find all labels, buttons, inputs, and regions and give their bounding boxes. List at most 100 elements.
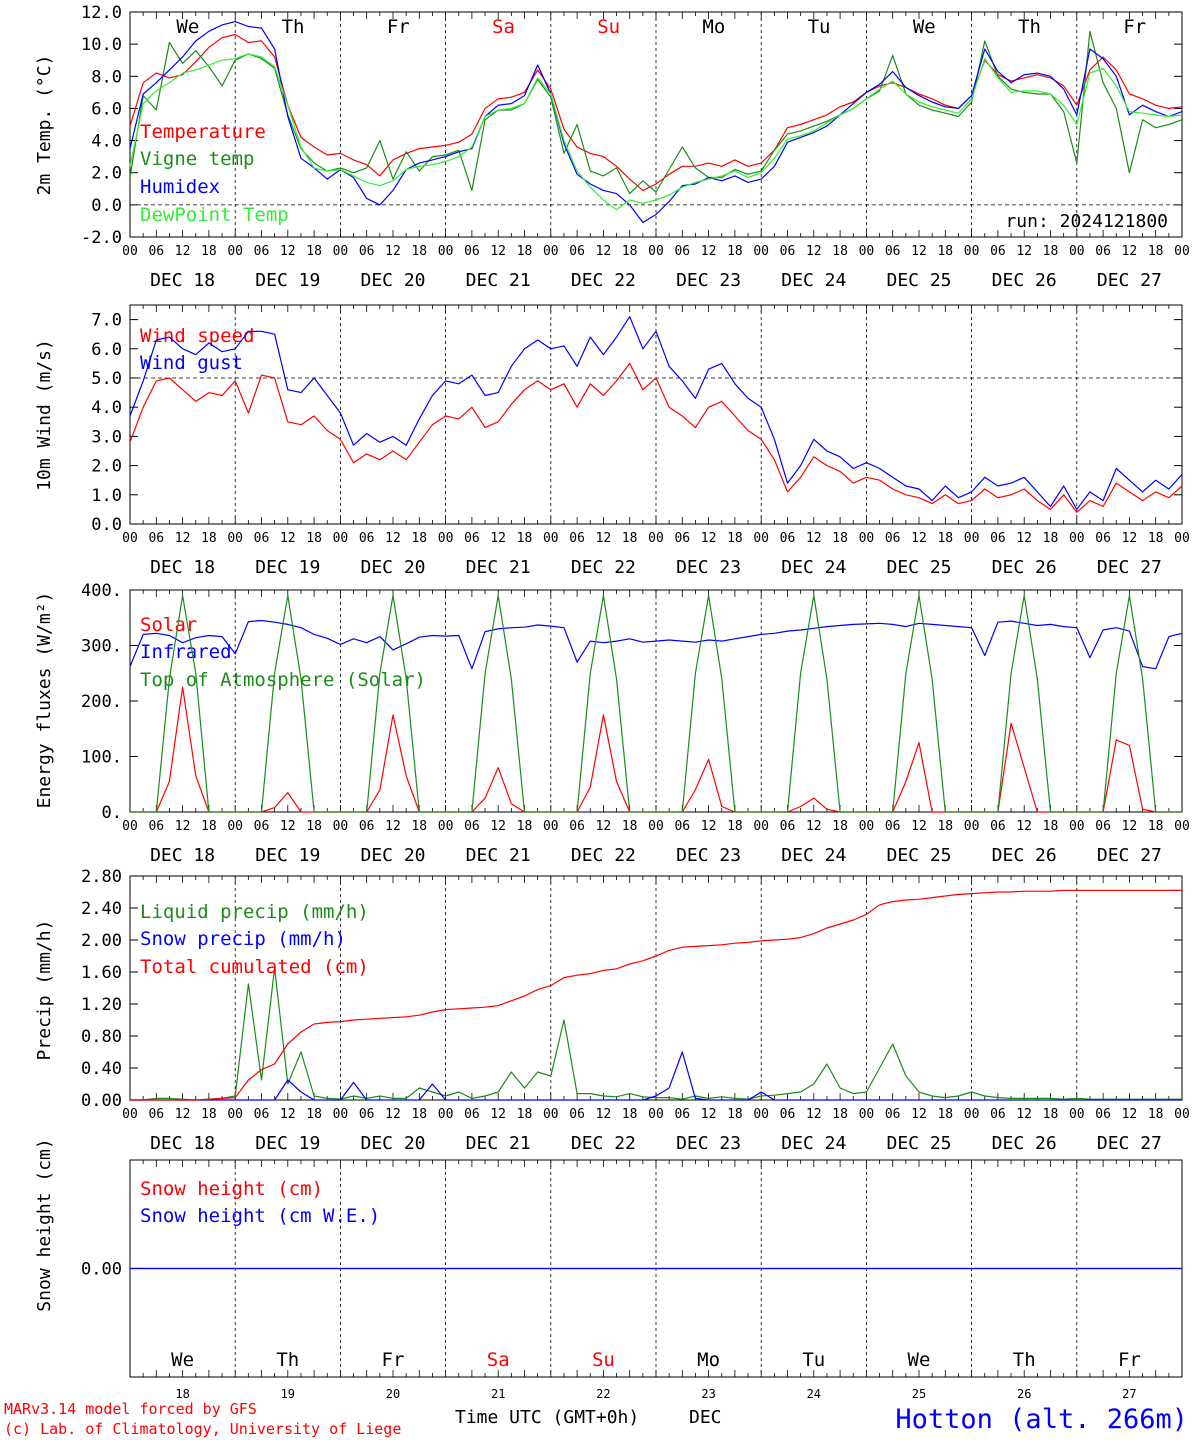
- hour-tick-label: 06: [1095, 244, 1111, 259]
- hour-tick-label: 06: [885, 819, 901, 834]
- legend-entry: Wind gust: [140, 352, 243, 374]
- series-line-3: [129, 21, 1183, 224]
- hour-tick-label: 00: [859, 819, 875, 834]
- day-label: DEC 20: [360, 845, 425, 866]
- hour-tick-label: 12: [806, 531, 822, 546]
- day-label: DEC 19: [255, 1133, 320, 1154]
- hour-tick-label: 06: [990, 244, 1006, 259]
- series-line-2: [130, 1051, 1182, 1101]
- series-line-1: [130, 967, 1182, 1101]
- chart-panel-3: 0. 100. 200. 300. 400. Energy fluxes (W/m²) So…: [34, 581, 1190, 866]
- series-line-4: [129, 53, 1183, 211]
- day-label: DEC 19: [255, 557, 320, 578]
- hour-tick-label: 12: [911, 244, 927, 259]
- hour-tick-label: 06: [674, 244, 690, 259]
- hour-tick-label: 18: [306, 1107, 322, 1122]
- hour-tick-label: 18: [201, 819, 217, 834]
- hour-tick-label: 00: [333, 819, 349, 834]
- legend-entry: Vigne temp: [140, 148, 254, 170]
- y-tick-label: 0.00: [81, 1260, 122, 1280]
- chart-panel-5: 0.00 Snow height (cm) Snow height (cm) Snow…: [34, 1138, 1183, 1378]
- weekday-label: Th: [1013, 1349, 1036, 1371]
- hour-tick-label: 06: [1095, 1107, 1111, 1122]
- footer-credit-lab: (c) Lab. of Climatology, University of L…: [4, 1420, 401, 1438]
- weekday-label: Th: [276, 1349, 299, 1371]
- weekday-label: Th: [282, 16, 305, 38]
- hour-tick-label: 06: [674, 1107, 690, 1122]
- hour-tick-label: 06: [464, 819, 480, 834]
- hour-tick-label: 18: [937, 1107, 953, 1122]
- footer-day-number: 26: [1017, 1387, 1031, 1401]
- y-tick-label: 0.: [102, 803, 122, 823]
- day-label: DEC 24: [781, 270, 846, 291]
- legend-entry: Humidex: [140, 176, 220, 198]
- hour-tick-label: 00: [438, 244, 454, 259]
- hour-tick-label: 12: [385, 244, 401, 259]
- hour-tick-label: 06: [1095, 819, 1111, 834]
- hour-tick-label: 18: [517, 244, 533, 259]
- y-tick-label: 400.: [81, 581, 122, 601]
- hour-tick-label: 00: [333, 1107, 349, 1122]
- hour-tick-label: 18: [1148, 244, 1164, 259]
- hour-tick-label: 06: [254, 244, 270, 259]
- hour-tick-label: 00: [122, 819, 138, 834]
- day-label: DEC 23: [676, 845, 741, 866]
- hour-tick-label: 12: [385, 1107, 401, 1122]
- hour-tick-label: 00: [438, 531, 454, 546]
- y-tick-label: 4.0: [91, 132, 122, 152]
- hour-tick-label: 06: [464, 1107, 480, 1122]
- hour-tick-label: 18: [1148, 819, 1164, 834]
- hour-tick-label: 00: [753, 819, 769, 834]
- hour-tick-label: 18: [517, 819, 533, 834]
- day-label: DEC 23: [676, 1133, 741, 1154]
- hour-tick-label: 00: [438, 819, 454, 834]
- weekday-label: Mo: [697, 1349, 720, 1371]
- day-label: DEC 21: [466, 1133, 531, 1154]
- hour-tick-label: 00: [648, 244, 664, 259]
- legend-entry: Temperature: [140, 121, 266, 143]
- hour-tick-label: 18: [1043, 819, 1059, 834]
- day-label: DEC 21: [466, 557, 531, 578]
- legend-entry: Wind speed: [140, 325, 254, 347]
- y-axis-label: Precip (mm/h): [34, 920, 55, 1061]
- hour-tick-label: 00: [753, 244, 769, 259]
- day-label: DEC 26: [992, 1133, 1057, 1154]
- weekday-label: Tu: [808, 16, 831, 38]
- day-label: DEC 18: [150, 1133, 215, 1154]
- hour-tick-label: 06: [990, 1107, 1006, 1122]
- y-axis-label: Snow height (cm): [34, 1138, 55, 1311]
- hour-tick-label: 06: [254, 819, 270, 834]
- hour-tick-label: 18: [622, 244, 638, 259]
- day-label: DEC 18: [150, 270, 215, 291]
- hour-tick-label: 18: [937, 819, 953, 834]
- footer-station: Hotton (alt. 266m): [895, 1404, 1188, 1435]
- weekday-label: We: [913, 16, 936, 38]
- hour-tick-label: 00: [227, 819, 243, 834]
- legend-entry: Snow height (cm): [140, 1178, 323, 1200]
- footer-day-numbers: 18 19 20 21 22 23 24 25 26 27: [175, 1387, 1136, 1401]
- hour-tick-label: 12: [911, 531, 927, 546]
- hour-tick-label: 00: [1069, 244, 1085, 259]
- hour-tick-label: 12: [385, 531, 401, 546]
- hour-tick-label: 00: [122, 531, 138, 546]
- hour-tick-label: 12: [1016, 244, 1032, 259]
- day-label: DEC 25: [886, 270, 951, 291]
- y-tick-label: 2.0: [91, 164, 122, 184]
- hour-tick-label: 00: [227, 531, 243, 546]
- y-axis-label: 2m Temp. (°C): [34, 55, 55, 196]
- footer-day-number: 22: [596, 1387, 610, 1401]
- hour-tick-label: 06: [464, 244, 480, 259]
- weekday-label: Fr: [1123, 16, 1146, 38]
- day-label: DEC 26: [992, 270, 1057, 291]
- day-label: DEC 24: [781, 1133, 846, 1154]
- hour-tick-label: 18: [622, 531, 638, 546]
- day-label: DEC 27: [1097, 1133, 1162, 1154]
- series-line-3: [130, 594, 1182, 813]
- hour-tick-label: 06: [780, 531, 796, 546]
- footer-day-number: 19: [281, 1387, 295, 1401]
- hour-tick-label: 12: [596, 531, 612, 546]
- footer-month: DEC: [689, 1407, 722, 1428]
- hour-tick-label: 18: [1148, 531, 1164, 546]
- legend-entry: Total cumulated (cm): [140, 956, 369, 978]
- hour-tick-label: 18: [727, 819, 743, 834]
